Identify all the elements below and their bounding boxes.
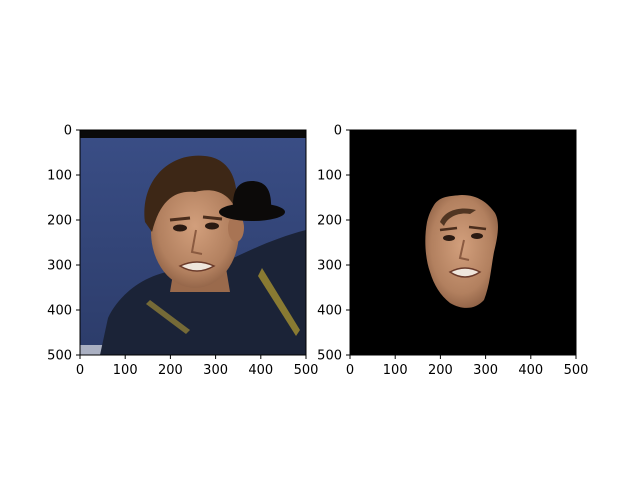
- right-eye-r: [471, 233, 483, 239]
- left-x-tick-label: 200: [158, 363, 183, 378]
- right-y-tick-label: 400: [317, 304, 342, 319]
- right-y-tick-label: 100: [317, 169, 342, 184]
- left-shirt-stripe: [258, 268, 300, 336]
- left-eye-l: [173, 224, 187, 232]
- left-y-tick-label: 400: [47, 304, 72, 319]
- left-y-tick-label: 100: [47, 169, 72, 184]
- right-mouth: [448, 267, 482, 278]
- right-brow-l: [439, 226, 458, 232]
- right-x-tick-label: 500: [564, 363, 589, 378]
- left-eye-r: [205, 222, 219, 230]
- left-brow-l: [169, 216, 191, 222]
- left-hair: [144, 155, 237, 232]
- left-x-tick-label: 100: [113, 363, 138, 378]
- left-y-tick-label: 300: [47, 259, 72, 274]
- left-nose: [190, 229, 203, 255]
- left-x-tick-label: 400: [248, 363, 273, 378]
- left-mouth: [178, 261, 216, 272]
- left-hat-crown: [232, 181, 272, 210]
- right-y-tick-label: 500: [317, 349, 342, 364]
- left-brow-r: [202, 215, 223, 221]
- right-image-axes: 0 100 200 300 400 500 0 100 200 300 400 500: [317, 124, 588, 379]
- left-image: [80, 130, 306, 355]
- left-axes-frame: [79, 129, 307, 356]
- left-y-tick-label: 0: [64, 124, 72, 139]
- left-shirt-stripe-2: [146, 300, 190, 334]
- right-image: [350, 130, 576, 355]
- right-x-tick-label: 0: [346, 363, 354, 378]
- right-y-tick-label: 200: [317, 214, 342, 229]
- right-y-tick-label: 0: [334, 124, 342, 139]
- left-y-tick-label: 200: [47, 214, 72, 229]
- right-y-tick-label: 300: [317, 259, 342, 274]
- right-axes-frame: [349, 129, 577, 356]
- right-y-ticks: 0 100 200 300 400 500: [317, 124, 350, 364]
- left-image-top-border: [80, 130, 306, 138]
- right-x-tick-label: 100: [383, 363, 408, 378]
- right-x-tick-label: 400: [518, 363, 543, 378]
- right-brow-r: [468, 225, 487, 231]
- right-nose: [458, 239, 470, 261]
- left-x-tick-label: 0: [76, 363, 84, 378]
- right-x-tick-label: 300: [473, 363, 498, 378]
- left-x-ticks: 0 100 200 300 400 500: [76, 355, 319, 378]
- right-eye-l: [443, 235, 455, 241]
- left-y-ticks: 0 100 200 300 400 500: [47, 124, 80, 364]
- right-hairline: [440, 208, 476, 226]
- left-ear: [228, 214, 244, 242]
- left-shirt: [100, 230, 306, 355]
- left-x-tick-label: 300: [203, 363, 228, 378]
- left-x-tick-label: 500: [294, 363, 319, 378]
- right-x-ticks: 0 100 200 300 400 500: [346, 355, 589, 378]
- left-y-tick-label: 500: [47, 349, 72, 364]
- left-image-axes: 0 100 200 300 400 500 0 100 200 300 400 500: [47, 124, 318, 379]
- right-x-tick-label: 200: [428, 363, 453, 378]
